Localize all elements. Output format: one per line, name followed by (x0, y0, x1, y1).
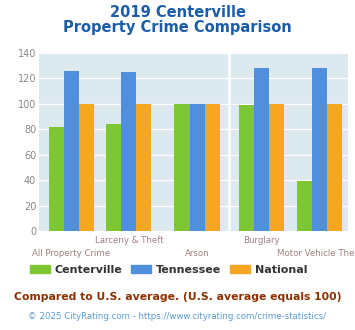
Bar (64, 71, 79, 231)
Bar (49, 127, 64, 231)
Bar (204, 104, 220, 231)
Text: Property Crime Comparison: Property Crime Comparison (63, 20, 292, 35)
Bar (190, 104, 204, 231)
Text: Burglary: Burglary (244, 236, 280, 245)
Legend: Centerville, Tennessee, National: Centerville, Tennessee, National (31, 265, 307, 275)
Bar (121, 72, 136, 231)
Bar (254, 68, 269, 231)
Bar (79, 104, 94, 231)
Bar (174, 104, 190, 231)
Bar (296, 182, 312, 231)
Text: © 2025 CityRating.com - https://www.cityrating.com/crime-statistics/: © 2025 CityRating.com - https://www.city… (28, 312, 327, 321)
Bar (136, 104, 152, 231)
Text: Arson: Arson (185, 249, 209, 258)
Text: All Property Crime: All Property Crime (32, 249, 110, 258)
Bar (239, 105, 254, 231)
Bar (269, 104, 284, 231)
Text: 2019 Centerville: 2019 Centerville (109, 5, 246, 20)
Bar (312, 68, 327, 231)
Text: Compared to U.S. average. (U.S. average equals 100): Compared to U.S. average. (U.S. average … (14, 292, 341, 302)
Text: Motor Vehicle Theft: Motor Vehicle Theft (277, 249, 355, 258)
Bar (327, 104, 342, 231)
Text: Larceny & Theft: Larceny & Theft (94, 236, 163, 245)
Bar (106, 124, 121, 231)
